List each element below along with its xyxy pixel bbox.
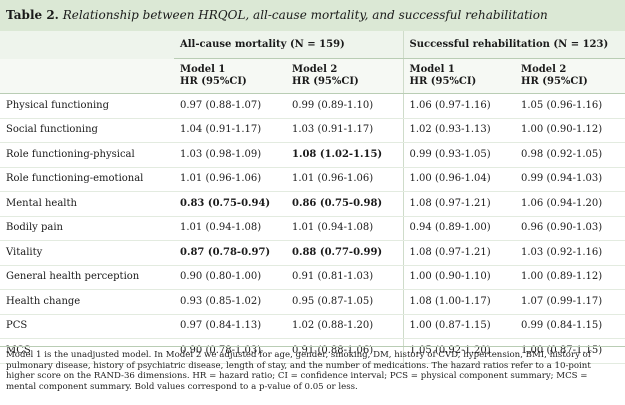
- row-label: Health change: [0, 289, 174, 315]
- model-label: Model 2: [292, 64, 338, 75]
- hr-cell: 0.94 (0.89-1.00): [402, 216, 516, 241]
- hr-cell: 0.83 (0.75-0.94): [174, 191, 286, 217]
- hr-cell: 0.99 (0.84-1.15): [515, 314, 625, 339]
- measure-label: HR (95%CI): [409, 76, 477, 87]
- row-label: Role functioning-emotional: [0, 167, 174, 192]
- hr-cell: 0.90 (0.80-1.00): [174, 265, 286, 290]
- hr-cell: 1.00 (0.89-1.12): [515, 265, 625, 290]
- hr-cell: 1.08 (0.97-1.21): [402, 191, 516, 217]
- row-label: Mental health: [0, 191, 174, 217]
- hr-cell: 0.88 (0.77-0.99): [286, 240, 404, 266]
- hr-cell: 0.86 (0.75-0.98): [286, 191, 404, 217]
- hr-cell: 0.99 (0.93-1.05): [402, 142, 516, 168]
- hr-cell: 1.04 (0.91-1.17): [174, 118, 286, 143]
- row-label: Bodily pain: [0, 216, 174, 241]
- table-body: Physical functioning 0.97 (0.88-1.07) 0.99…: [0, 93, 625, 364]
- group-header-rehabilitation: Successful rehabilitation (N = 123): [402, 31, 625, 59]
- model-label: Model 1: [409, 64, 455, 75]
- table-footnote: Model 1 is the unadjusted model. In Mode…: [6, 350, 592, 392]
- hr-cell: 1.03 (0.91-1.17): [286, 118, 404, 143]
- hr-cell: 0.95 (0.87-1.05): [286, 289, 404, 315]
- sub-header: Model 1 HR (95%CI): [174, 58, 286, 94]
- header-blank-sub: [0, 58, 174, 94]
- hr-cell: 0.93 (0.85-1.02): [174, 289, 286, 315]
- hr-cell: 1.01 (0.94-1.08): [286, 216, 404, 241]
- table-bottom-rule: [0, 346, 625, 347]
- hr-cell: 1.08 (1.02-1.15): [286, 142, 404, 168]
- table-row: MCS 0.90 (0.78-1.03) 0.91 (0.88-1.06) 1.05 …: [0, 338, 625, 364]
- table-row: PCS 0.97 (0.84-1.13) 1.02 (0.88-1.20) 1.00 …: [0, 314, 625, 339]
- hr-cell: 0.99 (0.94-1.03): [515, 167, 625, 192]
- hr-cell: 0.98 (0.92-1.05): [515, 142, 625, 168]
- table-title: Relationship between HRQOL, all-cause mo…: [62, 8, 548, 22]
- group-header-mortality: All-cause mortality (N = 159): [174, 31, 404, 59]
- hr-cell: 1.01 (0.96-1.06): [286, 167, 404, 192]
- row-label: Role functioning-physical: [0, 142, 174, 168]
- sub-header: Model 1 HR (95%CI): [402, 58, 516, 94]
- measure-label: HR (95%CI): [292, 76, 359, 87]
- table-row: General health perception 0.90 (0.80-1.00…: [0, 265, 625, 290]
- hr-cell: 1.08 (0.97-1.21): [402, 240, 516, 266]
- row-label: Social functioning: [0, 118, 174, 143]
- results-table: All-cause mortality (N = 159) Successful…: [0, 31, 625, 364]
- hr-cell: 0.97 (0.84-1.13): [174, 314, 286, 339]
- table-caption: Table 2. Relationship between HRQOL, all…: [0, 0, 625, 31]
- hr-cell: 0.91 (0.81-1.03): [286, 265, 404, 290]
- table-row: Role functioning-physical 1.03 (0.98-1.09…: [0, 142, 625, 168]
- table-row: Role functioning-emotional 1.01 (0.96-1.0…: [0, 167, 625, 192]
- hr-cell: 1.02 (0.93-1.13): [402, 118, 516, 143]
- hr-cell: 1.00 (0.87-1.15): [402, 314, 516, 339]
- table-row: Health change 0.93 (0.85-1.02) 0.95 (0.87-…: [0, 289, 625, 315]
- table-label: Table 2.: [6, 8, 59, 22]
- hr-cell: 1.01 (0.94-1.08): [174, 216, 286, 241]
- hr-cell: 0.97 (0.88-1.07): [174, 93, 286, 119]
- hr-cell: 0.96 (0.90-1.03): [515, 216, 625, 241]
- hr-cell: 1.03 (0.92-1.16): [515, 240, 625, 266]
- hr-cell: 1.08 (1.00-1.17): [402, 289, 516, 315]
- model-label: Model 2: [521, 64, 567, 75]
- hr-cell: 1.07 (0.99-1.17): [515, 289, 625, 315]
- row-label: MCS: [0, 338, 174, 364]
- hr-cell: 1.03 (0.98-1.09): [174, 142, 286, 168]
- hr-cell: 0.91 (0.88-1.06): [286, 338, 404, 364]
- hr-cell: 1.06 (0.97-1.16): [402, 93, 516, 119]
- measure-label: HR (95%CI): [180, 76, 247, 87]
- hr-cell: 0.87 (0.78-0.97): [174, 240, 286, 266]
- table-row: Social functioning 1.04 (0.91-1.17) 1.03 (…: [0, 118, 625, 143]
- hr-cell: 0.99 (0.89-1.10): [286, 93, 404, 119]
- hr-cell: 1.00 (0.96-1.04): [402, 167, 516, 192]
- table-row: Vitality 0.87 (0.78-0.97) 0.88 (0.77-0.99)…: [0, 240, 625, 266]
- table-row: Bodily pain 1.01 (0.94-1.08) 1.01 (0.94-1.…: [0, 216, 625, 241]
- hr-cell: 1.02 (0.88-1.20): [286, 314, 404, 339]
- table-row: Physical functioning 0.97 (0.88-1.07) 0.99…: [0, 93, 625, 119]
- sub-header: Model 2 HR (95%CI): [286, 58, 404, 94]
- hr-cell: 1.05 (0.92-1.20): [402, 338, 516, 364]
- hr-cell: 1.00 (0.87-1.15): [515, 338, 625, 364]
- row-label: PCS: [0, 314, 174, 339]
- measure-label: HR (95%CI): [521, 76, 588, 87]
- row-label: Vitality: [0, 240, 174, 266]
- hr-cell: 1.01 (0.96-1.06): [174, 167, 286, 192]
- hr-cell: 1.00 (0.90-1.10): [402, 265, 516, 290]
- hr-cell: 1.00 (0.90-1.12): [515, 118, 625, 143]
- hr-cell: 1.05 (0.96-1.16): [515, 93, 625, 119]
- hr-cell: 0.90 (0.78-1.03): [174, 338, 286, 364]
- table-row: Mental health 0.83 (0.75-0.94) 0.86 (0.75-…: [0, 191, 625, 217]
- row-label: Physical functioning: [0, 93, 174, 119]
- header-blank: [0, 31, 174, 59]
- sub-header: Model 2 HR (95%CI): [515, 58, 625, 94]
- row-label: General health perception: [0, 265, 174, 290]
- model-label: Model 1: [180, 64, 226, 75]
- hr-cell: 1.06 (0.94-1.20): [515, 191, 625, 217]
